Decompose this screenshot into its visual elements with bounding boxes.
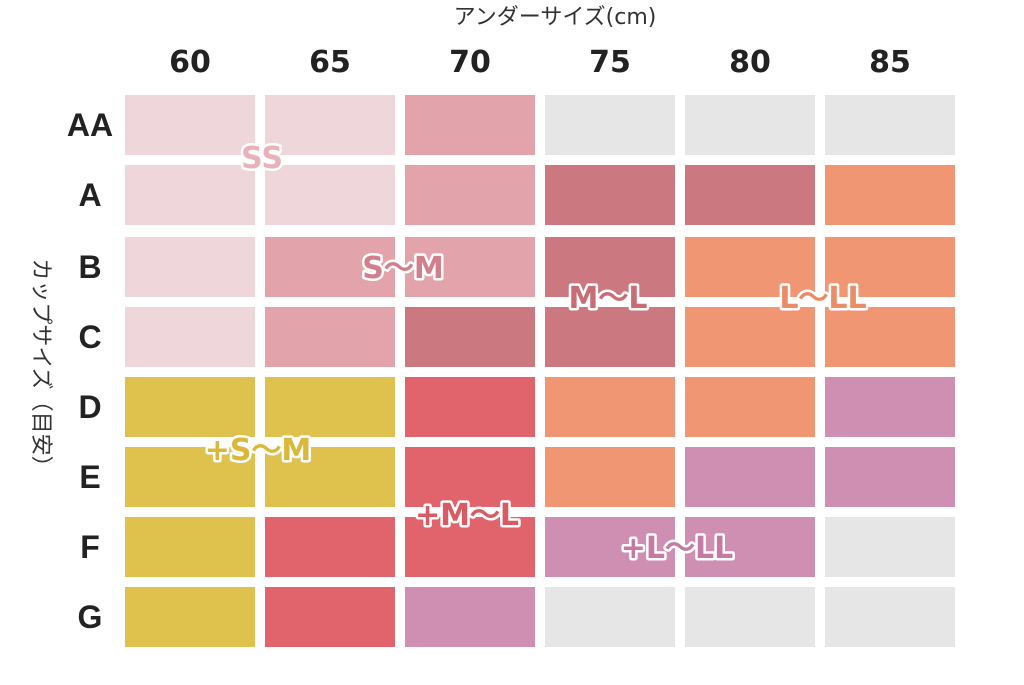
row-tick-D: D: [78, 389, 101, 425]
zone-label-plus-m-l: +M〜L: [415, 498, 519, 533]
cell-G-85: [825, 587, 955, 647]
cell-F-70: [405, 517, 535, 577]
zone-label-ss: SS: [241, 141, 283, 176]
column-tick-65: 65: [309, 45, 351, 80]
cell-F-65: [265, 517, 395, 577]
cell-E-60: [125, 447, 255, 507]
y-axis-title: カップサイズ（目安）: [28, 258, 53, 477]
cell-E-80: [685, 447, 815, 507]
cell-B-80: [685, 237, 815, 297]
cell-AA-80: [685, 95, 815, 155]
cell-G-70: [405, 587, 535, 647]
cell-C-65: [265, 307, 395, 367]
cell-E-75: [545, 447, 675, 507]
row-tick-F: F: [80, 529, 100, 565]
cell-C-70: [405, 307, 535, 367]
cell-AA-60: [125, 95, 255, 155]
zone-label-m-l: M〜L: [569, 281, 648, 316]
cell-G-80: [685, 587, 815, 647]
cell-AA-85: [825, 95, 955, 155]
cell-E-85: [825, 447, 955, 507]
cell-B-75: [545, 237, 675, 297]
cell-A-70: [405, 165, 535, 225]
cell-G-75: [545, 587, 675, 647]
cell-G-60: [125, 587, 255, 647]
column-tick-60: 60: [169, 45, 211, 80]
zone-label-s-m: S〜M: [362, 251, 443, 286]
zone-label-l-ll: L〜LL: [779, 281, 866, 316]
cell-E-70: [405, 447, 535, 507]
cell-D-60: [125, 377, 255, 437]
zone-label-plus-s-m: +S〜M: [205, 433, 312, 468]
cell-D-85: [825, 377, 955, 437]
row-tick-AA: AA: [67, 107, 113, 143]
cell-C-85: [825, 307, 955, 367]
row-tick-C: C: [78, 319, 101, 355]
cell-A-80: [685, 165, 815, 225]
column-tick-80: 80: [729, 45, 771, 80]
row-tick-G: G: [78, 599, 103, 635]
column-tick-70: 70: [449, 45, 491, 80]
cell-A-60: [125, 165, 255, 225]
cell-A-85: [825, 165, 955, 225]
cell-E-65: [265, 447, 395, 507]
column-tick-75: 75: [589, 45, 631, 80]
cell-B-70: [405, 237, 535, 297]
cell-F-60: [125, 517, 255, 577]
cell-AA-70: [405, 95, 535, 155]
zone-label-plus-l-ll: +L〜LL: [621, 531, 734, 566]
cell-B-60: [125, 237, 255, 297]
row-tick-A: A: [78, 177, 101, 213]
cell-G-65: [265, 587, 395, 647]
cell-F-85: [825, 517, 955, 577]
cell-F-80: [685, 517, 815, 577]
cell-C-60: [125, 307, 255, 367]
cell-AA-75: [545, 95, 675, 155]
cell-F-75: [545, 517, 675, 577]
x-axis-title: アンダーサイズ(cm): [454, 5, 657, 30]
cell-D-80: [685, 377, 815, 437]
zone-labels: SS S〜M M〜L L〜LL +S〜M +M〜L +L〜LL: [202, 139, 869, 569]
column-tick-85: 85: [869, 45, 911, 80]
cell-A-65: [265, 165, 395, 225]
cell-D-65: [265, 377, 395, 437]
cell-C-80: [685, 307, 815, 367]
cell-AA-65: [265, 95, 395, 155]
cell-B-65: [265, 237, 395, 297]
cells-layer: [125, 95, 955, 647]
cell-D-70: [405, 377, 535, 437]
row-tick-E: E: [79, 459, 100, 495]
cell-B-85: [825, 237, 955, 297]
row-tick-B: B: [78, 249, 101, 285]
cell-A-75: [545, 165, 675, 225]
column-tick-labels: 60 65 70 75 80 85: [169, 45, 911, 80]
cell-D-75: [545, 377, 675, 437]
cell-C-75: [545, 307, 675, 367]
